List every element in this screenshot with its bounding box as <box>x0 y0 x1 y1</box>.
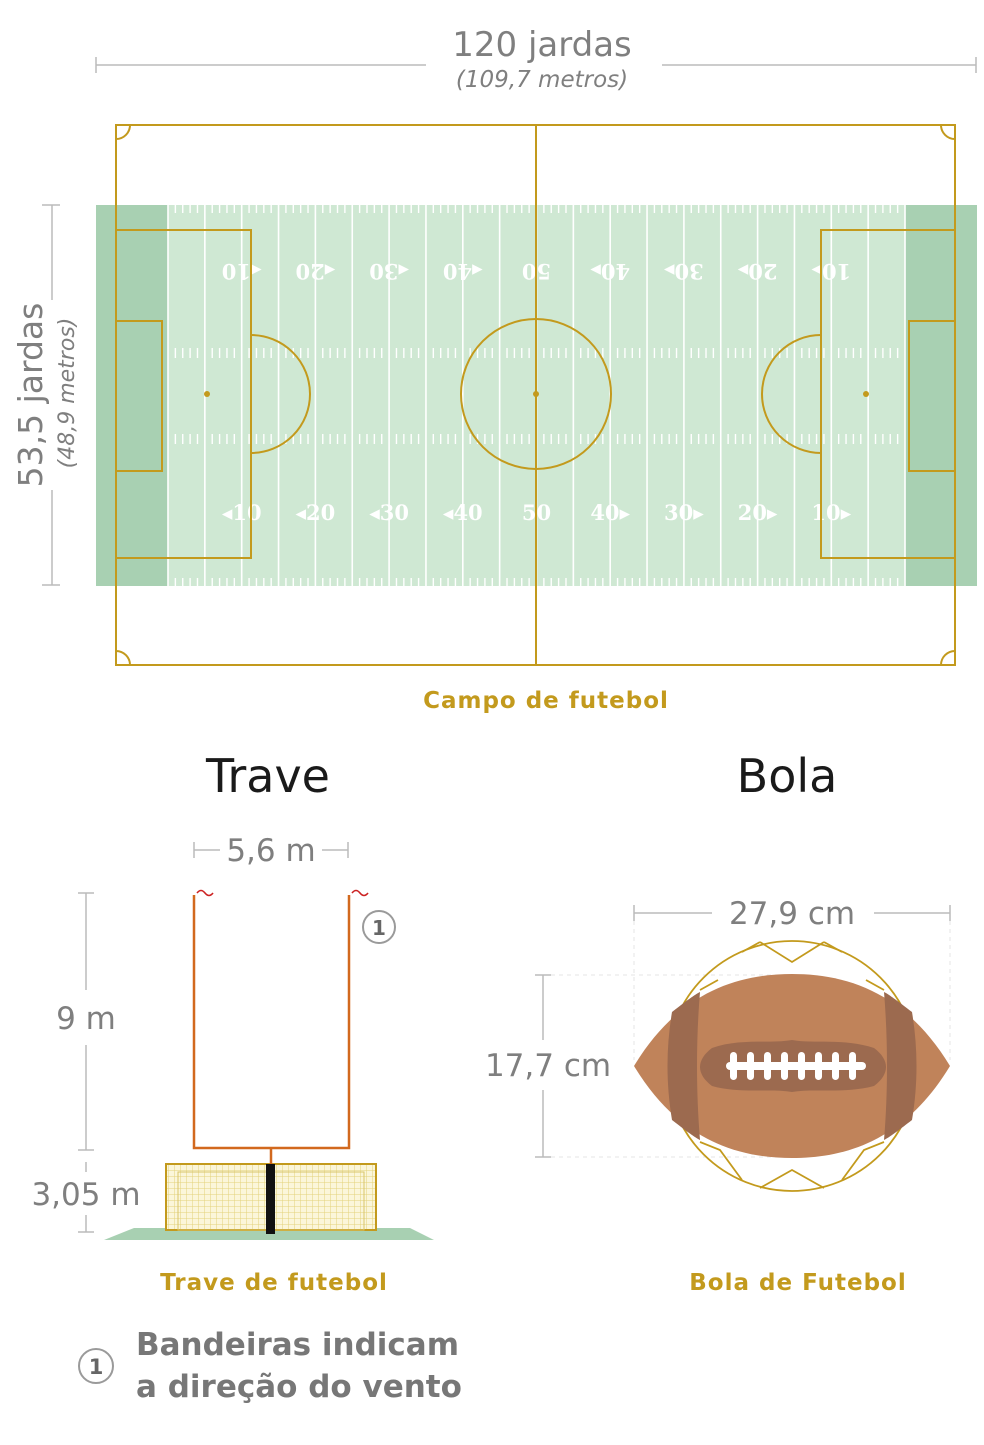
american-football-icon <box>634 974 950 1158</box>
yard-number-top: 20▸ <box>737 259 777 284</box>
ball-stripe-right <box>884 992 917 1140</box>
field-length-metric: (109,7 metros) <box>456 67 628 93</box>
yard-number-top: 40▸ <box>590 259 630 284</box>
trave-width-label: 5,6 m <box>226 833 315 869</box>
yard-number-top: ◂40 <box>443 259 483 284</box>
bola-length-dimension: 27,9 cm <box>633 896 951 1060</box>
field-width-dimension: 53,5 jardas (48,9 metros) <box>10 204 80 586</box>
marker-circle <box>362 910 396 944</box>
yard-number-bottom: 20▸ <box>738 500 778 525</box>
goalpost-base <box>266 1164 275 1234</box>
note-line-1: Bandeiras indicam <box>136 1327 459 1363</box>
wind-flag-icon <box>351 889 369 897</box>
field-length-label: 120 jardas <box>452 25 632 65</box>
field-caption: Campo de futebol <box>423 688 669 714</box>
end-zone-left <box>96 205 168 586</box>
penalty-spot-left <box>204 391 210 397</box>
yard-number-bottom: 10▸ <box>811 500 851 525</box>
end-zone-right <box>905 205 977 586</box>
marker-number: 1 <box>372 916 386 940</box>
ball-lace-strip <box>726 1062 866 1070</box>
penalty-spot-right <box>863 391 869 397</box>
note-marker-circle <box>78 1348 114 1384</box>
trave-title: Trave <box>205 749 330 803</box>
bola-caption: Bola de Futebol <box>689 1270 907 1296</box>
yard-number-top: ◂30 <box>369 259 409 284</box>
football-field: ◂10 ◂20 ◂30 ◂40 50 40▸ 30▸ 20▸ 10▸◂10 ◂20 ◂30 ◂40 50… <box>96 124 977 666</box>
field-length-dimension: 120 jardas (109,7 metros) <box>95 25 977 93</box>
trave-height-dimension: 9 m 3,05 m <box>31 892 141 1233</box>
yard-number-bottom: ◂20 <box>296 500 336 525</box>
bola-height-label: 17,7 cm <box>485 1048 611 1084</box>
note-line-2: a direção do vento <box>136 1369 462 1405</box>
yard-lines <box>167 205 906 586</box>
field-width-label: 53,5 jardas <box>11 303 50 488</box>
trave-base-label: 3,05 m <box>31 1177 140 1213</box>
goalpost-uprights <box>192 895 351 1164</box>
footnote: 1 Bandeiras indicam a direção do vento <box>78 1327 462 1405</box>
yard-numbers: ◂10 ◂20 ◂30 ◂40 50 40▸ 30▸ 20▸ 10▸◂10 ◂20 ◂30 ◂40 50… <box>222 259 852 525</box>
wind-flag-icon <box>196 889 214 897</box>
trave-width-dimension: 5,6 m <box>193 833 349 869</box>
yard-number-bottom: ◂40 <box>443 500 483 525</box>
ball-stripe-left <box>667 992 700 1140</box>
yard-number-top: 10▸ <box>811 259 851 284</box>
yard-number-top: ◂10 <box>222 259 262 284</box>
yard-number-top: ◂20 <box>296 259 336 284</box>
yard-number-bottom: ◂30 <box>369 500 409 525</box>
yard-number-bottom: ◂10 <box>222 500 262 525</box>
bola-length-label: 27,9 cm <box>729 896 855 932</box>
field-width-metric: (48,9 metros) <box>55 318 80 469</box>
center-spot <box>533 391 539 397</box>
bola-title: Bola <box>737 749 838 803</box>
note-marker-number: 1 <box>89 1355 104 1379</box>
yard-number-bottom: 40▸ <box>590 500 630 525</box>
trave-caption: Trave de futebol <box>160 1270 388 1296</box>
bola-height-dimension: 17,7 cm <box>485 974 780 1158</box>
yard-number-top: 30▸ <box>664 259 704 284</box>
goalpost: 1 <box>104 889 434 1240</box>
yard-number-bottom: 30▸ <box>664 500 704 525</box>
trave-height-label: 9 m <box>56 1001 116 1037</box>
